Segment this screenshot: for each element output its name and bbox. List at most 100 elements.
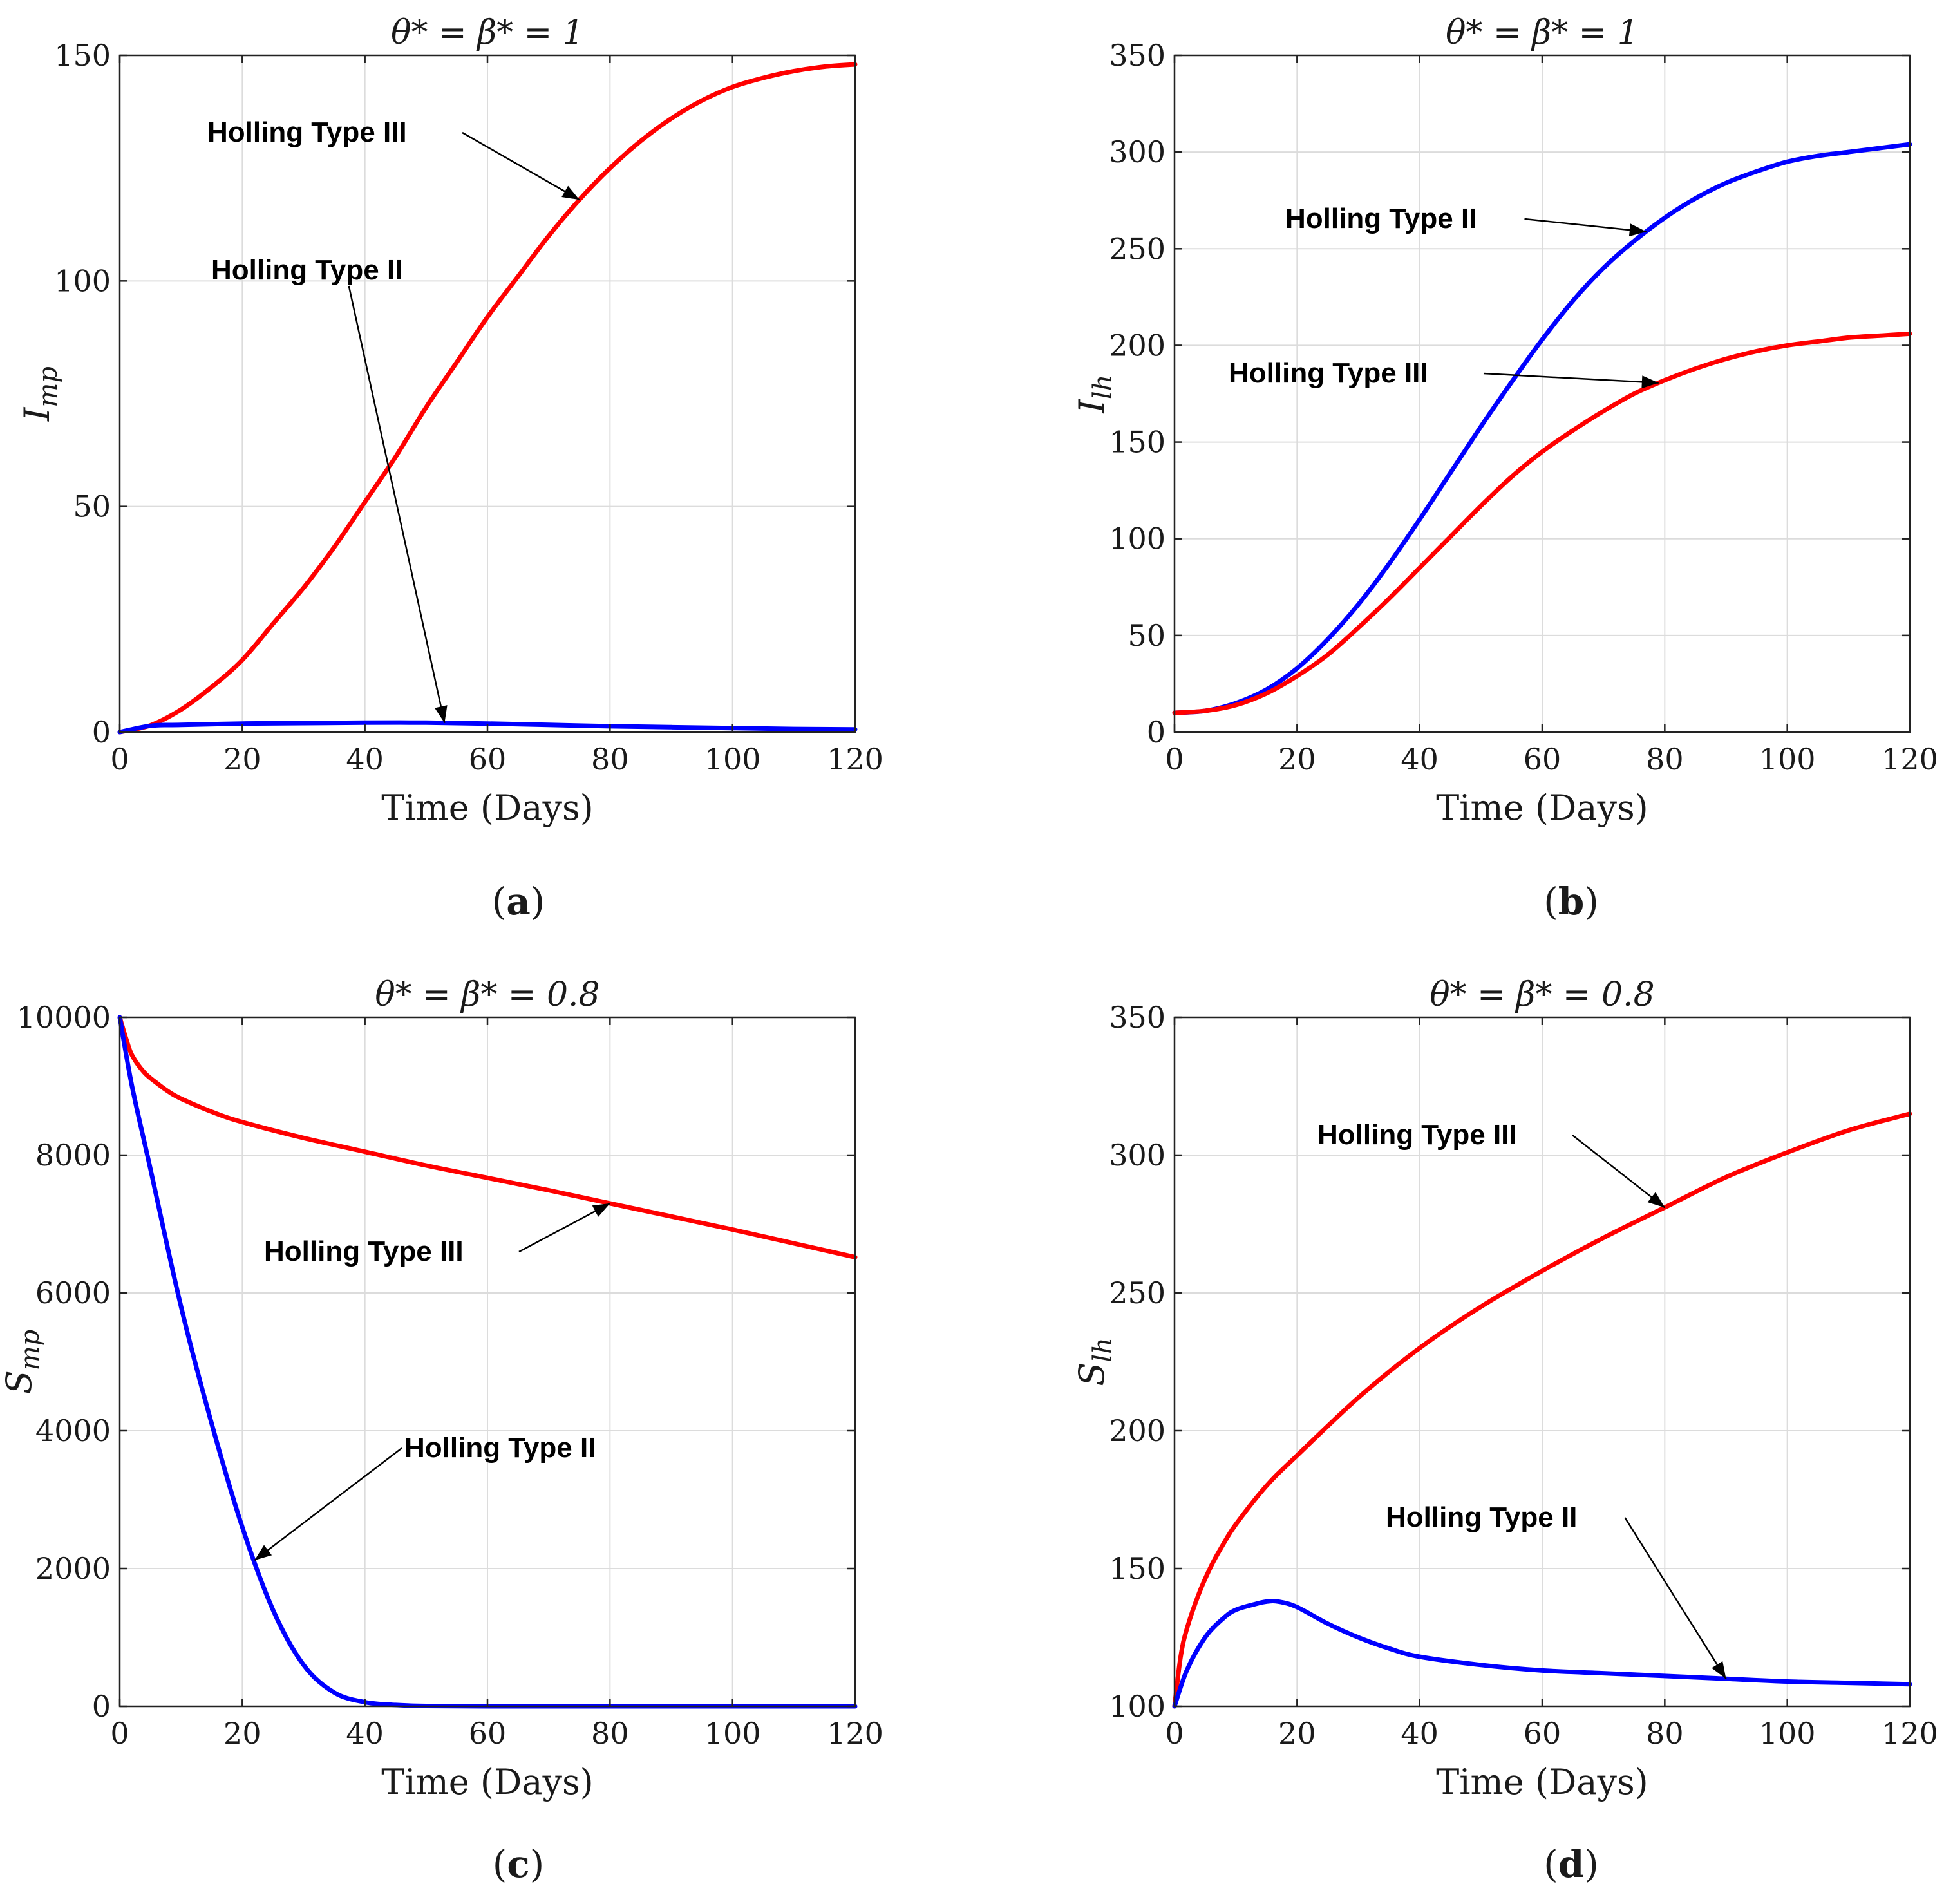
annotation-arrow — [1624, 1517, 1727, 1679]
y-axis-label: Smp — [0, 1330, 45, 1395]
panel-label: (d) — [1543, 1842, 1599, 1886]
x-tick-label: 120 — [827, 1716, 883, 1751]
chart-title: θ* = β* = 0.8 — [1430, 976, 1654, 1014]
annotation-holling-type-iii: Holling Type III — [264, 1236, 464, 1267]
y-tick-label: 100 — [1109, 1689, 1165, 1724]
y-tick-label: 100 — [1109, 522, 1165, 556]
y-tick-label: 6000 — [35, 1276, 111, 1310]
x-axis-label: Time (Days) — [381, 1762, 593, 1802]
annotation-arrow — [462, 131, 580, 201]
x-tick-label: 40 — [1401, 1716, 1439, 1751]
series-line-holling-type-iii — [117, 1015, 858, 1259]
annotation-arrow — [518, 1202, 610, 1253]
y-tick-label: 0 — [92, 1689, 111, 1724]
annotation-holling-type-iii: Holling Type III — [1229, 357, 1428, 389]
annotation-holling-type-ii: Holling Type II — [1386, 1502, 1577, 1533]
x-tick-label: 40 — [1401, 742, 1439, 777]
annotation-arrow — [348, 285, 446, 723]
y-tick-label: 4000 — [35, 1413, 111, 1448]
x-tick-label: 40 — [346, 742, 384, 777]
x-tick-label: 80 — [1646, 1716, 1684, 1751]
chart-panel-d: 0 20 40 60 80 100 120 100 150 200 250 300 350 θ* = β*… — [1071, 976, 1938, 1886]
x-tick-label: 0 — [1165, 742, 1184, 777]
series-line-holling-type-iii — [1172, 331, 1912, 715]
x-tick-label: 100 — [704, 742, 761, 777]
annotation-arrow — [1483, 372, 1659, 384]
y-tick-label: 0 — [92, 715, 111, 749]
y-axis-label: Ilh — [1071, 375, 1118, 414]
y-tick-label: 50 — [73, 489, 111, 524]
y-tick-label: 350 — [1109, 1000, 1165, 1035]
y-axis-label: Slh — [1071, 1337, 1118, 1386]
y-tick-label: 150 — [1109, 425, 1165, 460]
annotation-arrow — [1524, 218, 1647, 233]
x-tick-label: 60 — [469, 742, 507, 777]
chart-panel-a: 0 20 40 60 80 100 120 0 50 100 150 θ* = β* = 1 Time … — [17, 14, 883, 923]
y-tick-label: 100 — [54, 263, 111, 298]
y-tick-label: 200 — [1109, 1413, 1165, 1448]
panel-label: (b) — [1543, 880, 1599, 923]
annotation-arrowhead — [1712, 1661, 1726, 1679]
y-tick-label: 2000 — [35, 1551, 111, 1586]
annotation-holling-type-ii: Holling Type II — [404, 1432, 596, 1464]
y-tick-label: 150 — [1109, 1551, 1165, 1586]
x-tick-label: 80 — [591, 1716, 629, 1751]
y-tick-label: 50 — [1128, 618, 1165, 653]
x-tick-label: 20 — [223, 742, 261, 777]
series-line-holling-type-iii — [117, 62, 858, 735]
series-line-holling-type-ii — [117, 720, 858, 735]
chart-panel-b: 0 20 40 60 80 100 120 0 50 100 150 200 250 300 350 θ* =… — [1071, 14, 1938, 923]
panel-label: (a) — [492, 880, 545, 923]
x-tick-label: 0 — [110, 742, 129, 777]
y-tick-label: 250 — [1109, 231, 1165, 266]
x-tick-label: 100 — [704, 1716, 761, 1751]
annotation-arrowhead — [561, 185, 580, 200]
annotation-arrowhead — [435, 705, 448, 723]
annotation-holling-type-ii: Holling Type II — [211, 254, 402, 286]
x-axis-label: Time (Days) — [1436, 787, 1648, 828]
x-tick-label: 80 — [591, 742, 629, 777]
y-tick-label: 300 — [1109, 1138, 1165, 1173]
x-tick-label: 60 — [469, 1716, 507, 1751]
annotation-holling-type-iii: Holling Type III — [1317, 1119, 1517, 1151]
x-axis-label: Time (Days) — [381, 787, 593, 828]
x-tick-label: 20 — [1278, 1716, 1316, 1751]
chart-title: θ* = β* = 1 — [1446, 14, 1639, 52]
x-tick-label: 20 — [223, 1716, 261, 1751]
chart-title: θ* = β* = 1 — [391, 14, 584, 52]
annotation-holling-type-ii: Holling Type II — [1285, 203, 1477, 234]
y-tick-label: 350 — [1109, 38, 1165, 73]
x-axis-label: Time (Days) — [1436, 1762, 1648, 1802]
y-axis-label: Imp — [17, 366, 63, 422]
y-tick-label: 300 — [1109, 135, 1165, 169]
y-tick-label: 0 — [1147, 715, 1165, 749]
x-tick-label: 100 — [1759, 742, 1816, 777]
x-tick-label: 60 — [1524, 742, 1562, 777]
chart-title: θ* = β* = 0.8 — [375, 976, 599, 1014]
x-tick-label: 100 — [1759, 1716, 1816, 1751]
y-tick-label: 250 — [1109, 1276, 1165, 1310]
y-tick-label: 10000 — [17, 1000, 111, 1035]
annotation-arrow — [254, 1447, 402, 1561]
panel-label: (c) — [493, 1842, 545, 1886]
annotation-arrowhead — [592, 1203, 610, 1217]
annotation-arrowhead — [254, 1545, 272, 1561]
x-tick-label: 80 — [1646, 742, 1684, 777]
x-tick-label: 0 — [110, 1716, 129, 1751]
x-tick-label: 40 — [346, 1716, 384, 1751]
y-tick-label: 8000 — [35, 1138, 111, 1173]
annotation-holling-type-iii: Holling Type III — [207, 117, 407, 148]
x-tick-label: 60 — [1524, 1716, 1562, 1751]
series-line-holling-type-ii — [1172, 142, 1912, 715]
series-line-holling-type-iii — [1172, 1111, 1912, 1709]
x-tick-label: 20 — [1278, 742, 1316, 777]
chart-panel-c: 0 20 40 60 80 100 120 0 2000 4000 6000 8000 10000 θ* … — [0, 976, 883, 1886]
x-tick-label: 0 — [1165, 1716, 1184, 1751]
annotation-arrowhead — [1641, 375, 1659, 389]
x-tick-label: 120 — [827, 742, 883, 777]
y-tick-label: 200 — [1109, 328, 1165, 363]
annotation-arrowhead — [1628, 223, 1647, 237]
annotation-arrowhead — [1647, 1192, 1665, 1208]
x-tick-label: 120 — [1882, 742, 1938, 777]
x-tick-label: 120 — [1882, 1716, 1938, 1751]
